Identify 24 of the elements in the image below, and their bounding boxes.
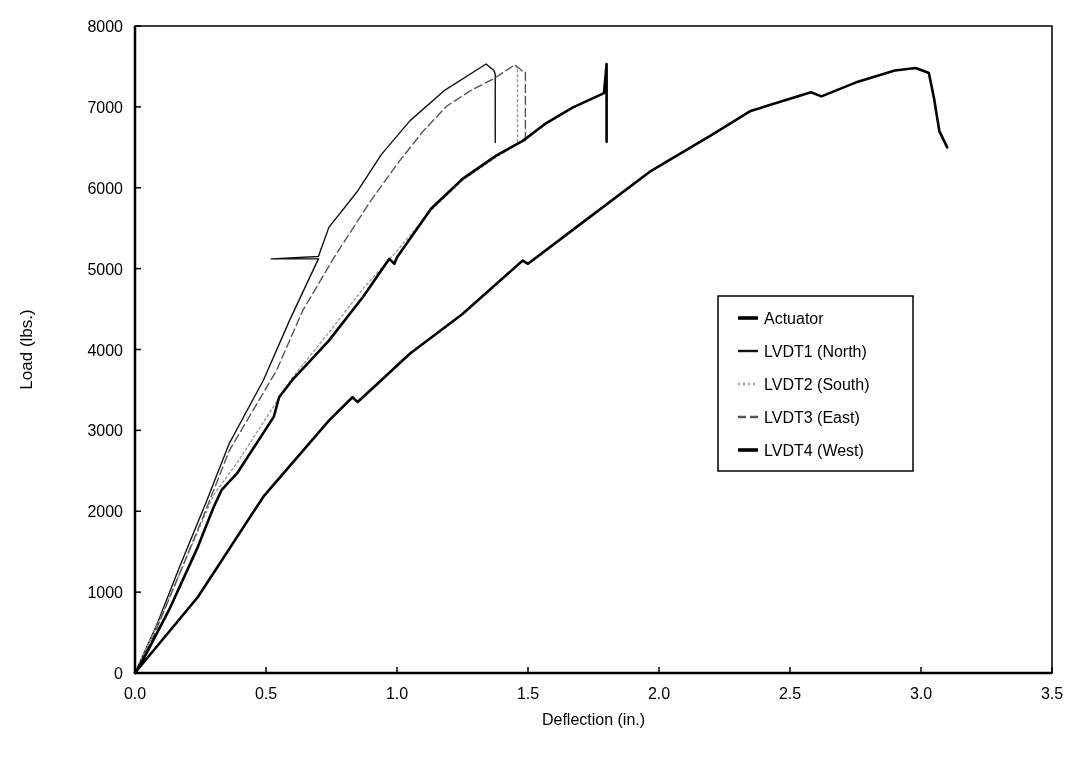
y-tick-label: 8000	[87, 18, 124, 35]
x-tick-label: 3.0	[909, 685, 933, 702]
x-tick-label: 2.0	[647, 685, 671, 702]
x-tick-label: 3.5	[1040, 685, 1064, 702]
y-tick-label: 3000	[87, 422, 124, 440]
x-tick-label: 1.5	[516, 685, 540, 702]
x-tick-label: 2.5	[778, 685, 802, 702]
y-tick-label: 2000	[87, 503, 124, 521]
legend-label: Actuator	[764, 310, 825, 327]
x-tick-label: 0.5	[254, 685, 278, 702]
y-tick-label: 1000	[87, 584, 124, 602]
x-tick-label: 0.0	[123, 685, 147, 702]
x-tick-label: 1.0	[385, 685, 409, 702]
legend-label: LVDT2 (South)	[764, 376, 870, 393]
y-tick-label: 5000	[87, 260, 124, 278]
y-tick-label: 0	[114, 665, 124, 682]
y-tick-label: 4000	[87, 341, 124, 359]
y-tick-label: 6000	[87, 179, 124, 197]
x-axis-title: Deflection (in.)	[541, 711, 646, 728]
y-axis-title: Load (lbs.)	[17, 309, 36, 390]
legend-label: LVDT3 (East)	[764, 409, 860, 426]
y-tick-label: 7000	[87, 98, 124, 116]
legend-label: LVDT1 (North)	[764, 343, 867, 360]
legend-label: LVDT4 (West)	[764, 442, 864, 459]
